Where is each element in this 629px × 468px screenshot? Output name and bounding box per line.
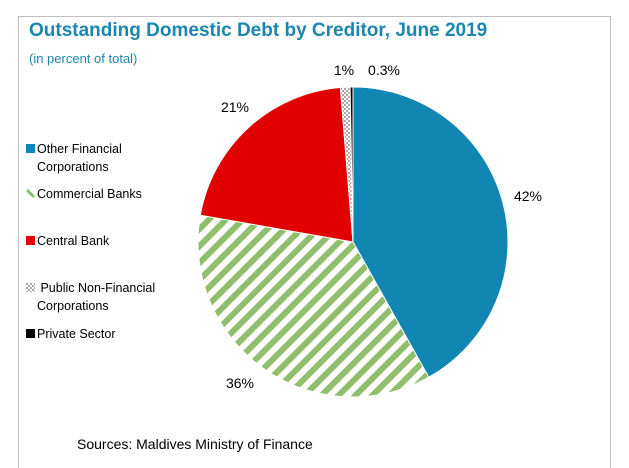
legend-item-commercial-banks: Commercial Banks <box>26 185 142 203</box>
chart-subtitle: (in percent of total) <box>29 51 138 66</box>
slice-other-financial <box>352 86 509 378</box>
slice-central-bank <box>199 86 354 243</box>
legend-item-central-bank: Central Bank <box>26 232 109 250</box>
slice-label: 0.3% <box>368 62 400 78</box>
slice-commercial-banks <box>197 214 430 398</box>
slice-label: 36% <box>226 375 254 391</box>
legend-swatch-central-bank <box>26 236 35 245</box>
legend-item-private-sector: Private Sector <box>26 325 116 343</box>
slice-private-sector <box>349 86 354 243</box>
slice-label: 1% <box>334 62 354 78</box>
slice-label: 21% <box>221 99 249 115</box>
legend-label-line1: Public Non-Financial <box>37 281 156 295</box>
chart-title: Outstanding Domestic Debt by Creditor, J… <box>29 20 488 41</box>
legend-swatch-private-sector <box>26 329 35 338</box>
source-note: Sources: Maldives Ministry of Finance <box>77 436 313 452</box>
legend-label-line1: Private Sector <box>37 327 116 341</box>
slice-label: 42% <box>514 188 542 204</box>
legend-label-line1: Other Financial <box>37 142 122 156</box>
legend-item-other-financial: Other Financial Corporations <box>26 140 122 176</box>
legend-item-public-nonfinancial: Public Non-Financial Corporations <box>26 279 155 315</box>
legend-label-line1: Commercial Banks <box>37 187 142 201</box>
legend-swatch-commercial-banks <box>26 189 35 198</box>
legend-swatch-other-financial <box>26 144 35 153</box>
legend-swatch-public-nonfinancial <box>26 283 35 292</box>
chart-frame <box>18 16 611 468</box>
legend-label-line1: Central Bank <box>37 234 110 248</box>
legend-label-line2: Corporations <box>37 160 109 174</box>
legend-label-line2: Corporations <box>37 299 109 313</box>
